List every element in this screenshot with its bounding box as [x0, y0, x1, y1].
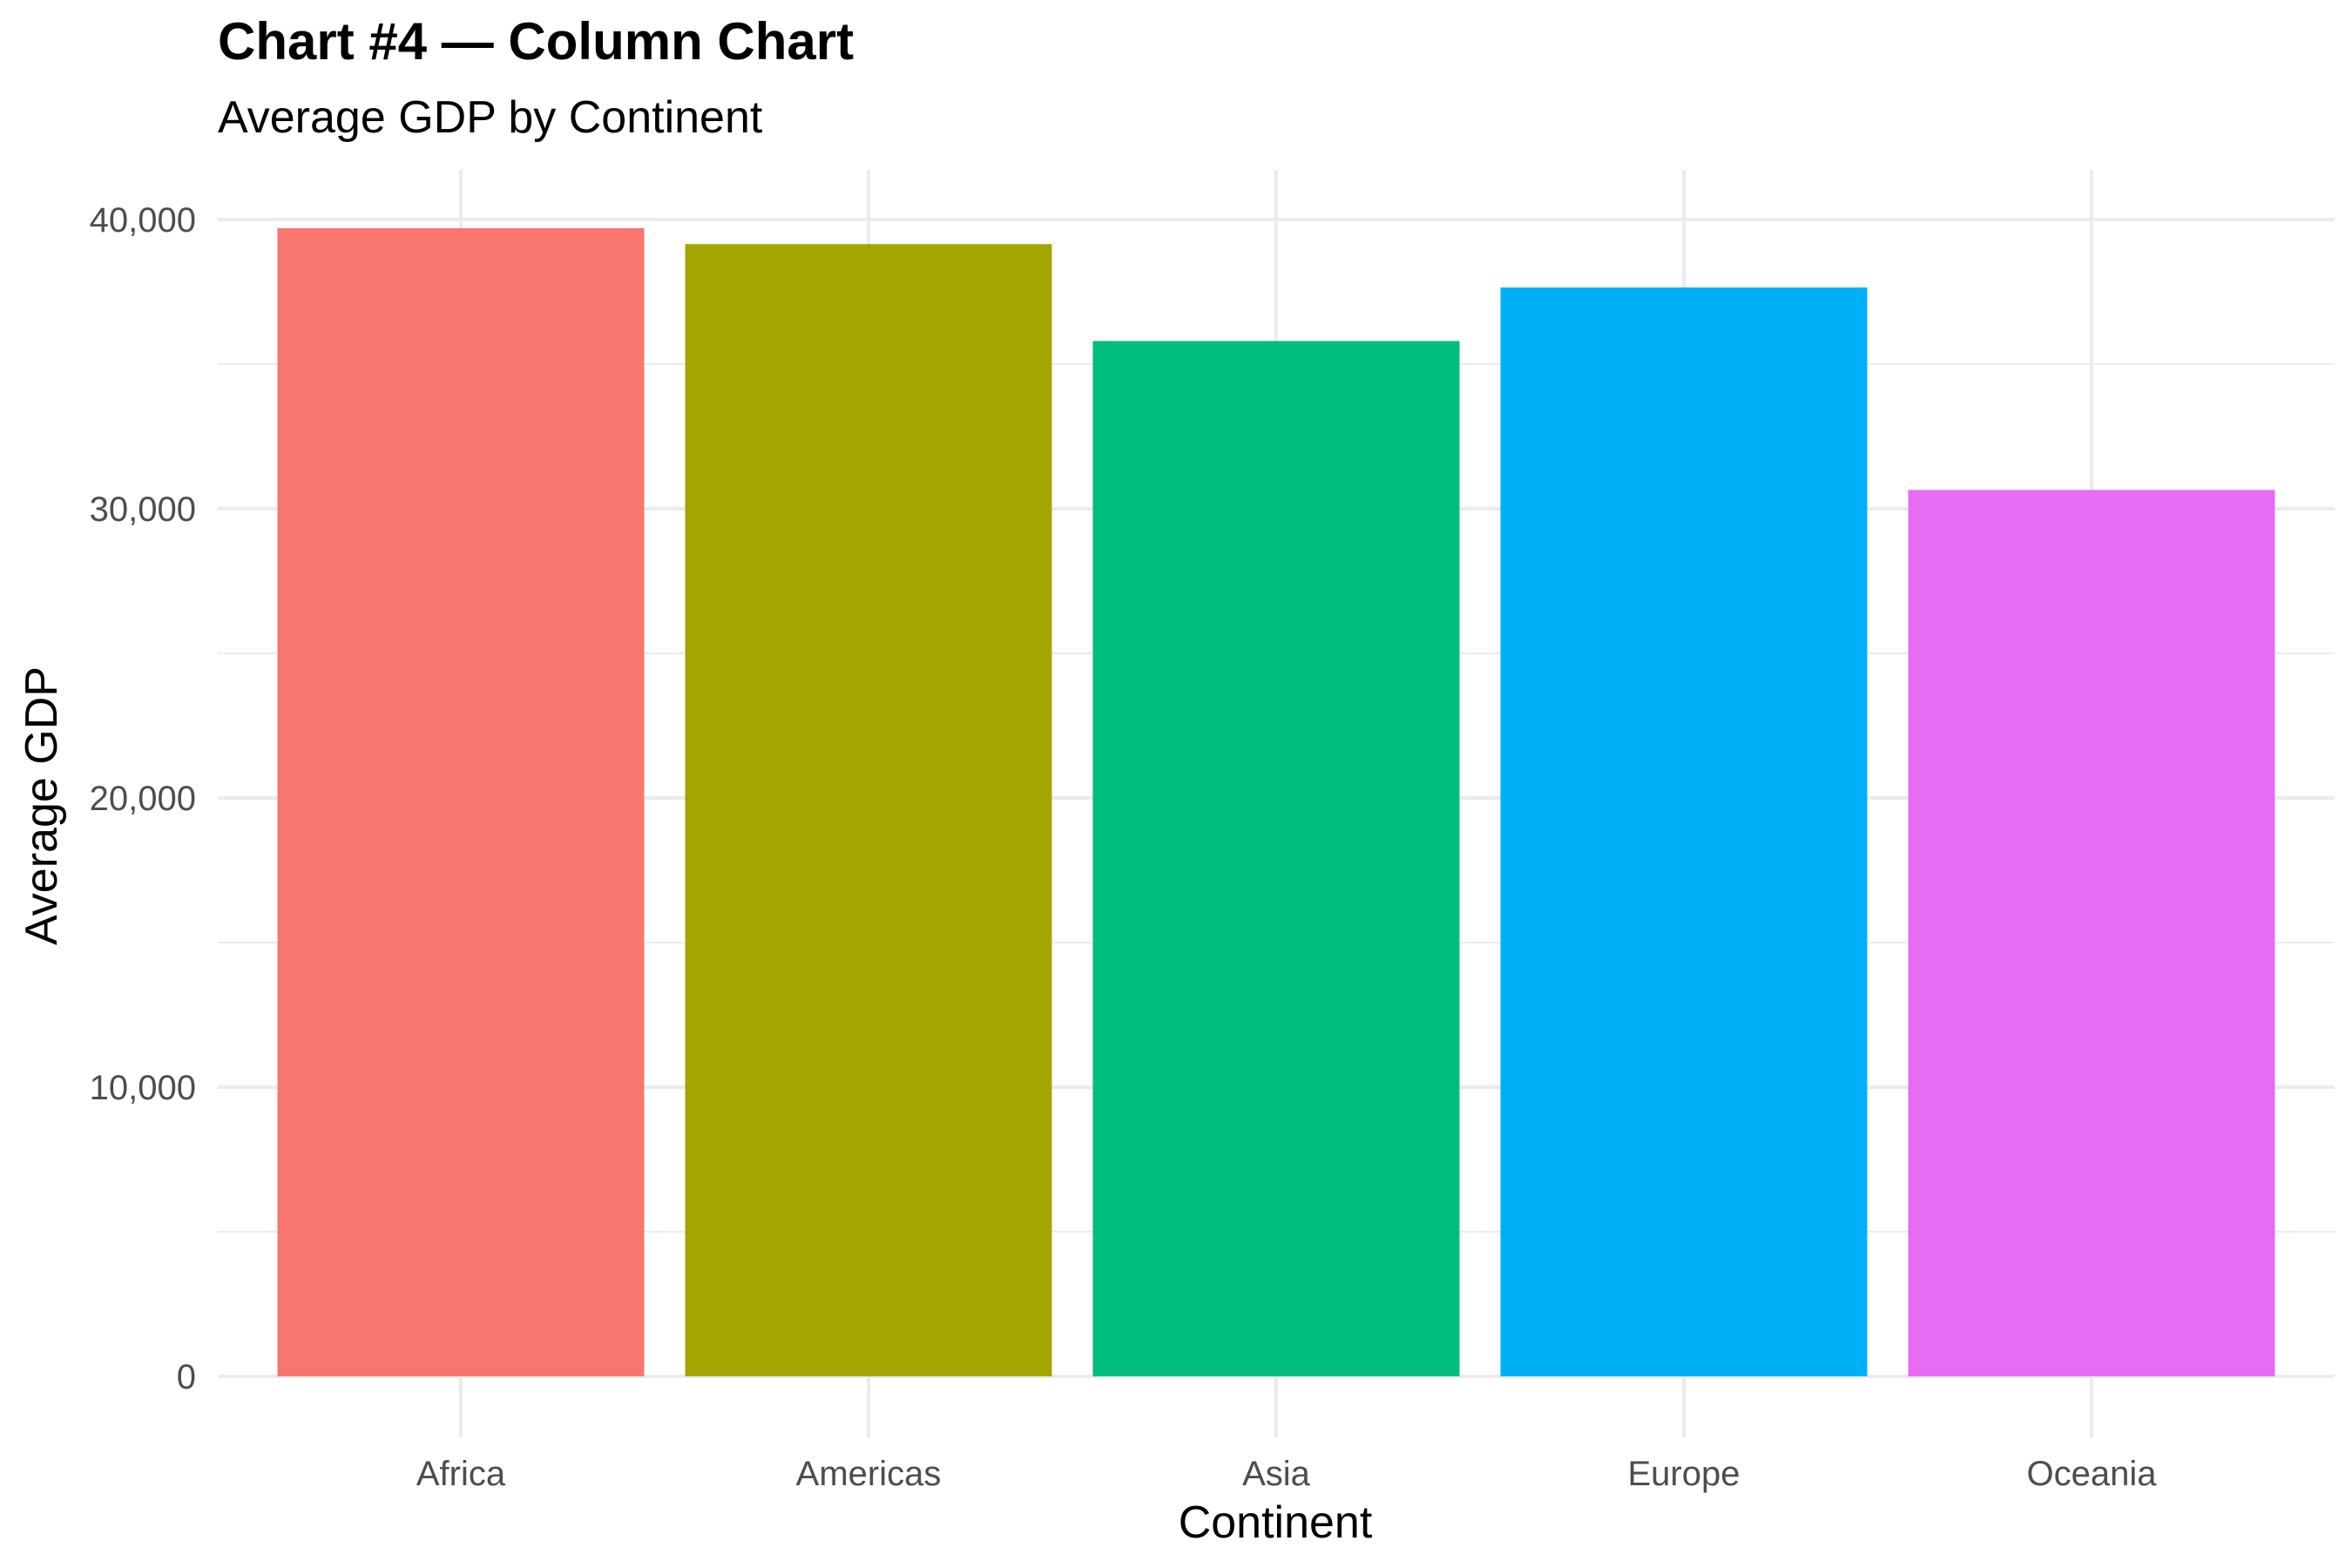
- x-tick-label: Asia: [1242, 1455, 1311, 1493]
- bar-africa[interactable]: [278, 228, 645, 1376]
- bar-oceania[interactable]: [1909, 490, 2275, 1376]
- y-tick-label: 0: [177, 1358, 196, 1396]
- bar-europe[interactable]: [1501, 287, 1868, 1376]
- chart-title: Chart #4 — Column Chart: [218, 12, 854, 71]
- y-axis-ticks: 0 10,000 20,000 30,000 40,000: [90, 201, 196, 1396]
- bar-asia[interactable]: [1093, 341, 1460, 1376]
- chart-subtitle: Average GDP by Continent: [218, 92, 763, 143]
- y-tick-label: 40,000: [90, 201, 196, 240]
- x-axis-ticks: Africa Americas Asia Europe Oceania: [416, 1455, 2157, 1493]
- bar-americas[interactable]: [686, 244, 1052, 1376]
- y-tick-label: 30,000: [90, 490, 196, 529]
- y-axis-title: Average GDP: [17, 666, 67, 945]
- x-tick-label: Africa: [416, 1455, 506, 1493]
- x-tick-label: Americas: [796, 1455, 942, 1493]
- y-tick-label: 20,000: [90, 780, 196, 818]
- x-tick-label: Europe: [1628, 1455, 1740, 1493]
- x-tick-label: Oceania: [2027, 1455, 2158, 1493]
- bar-layer: [278, 228, 2275, 1376]
- y-tick-label: 10,000: [90, 1069, 196, 1107]
- x-axis-title: Continent: [1179, 1497, 1373, 1548]
